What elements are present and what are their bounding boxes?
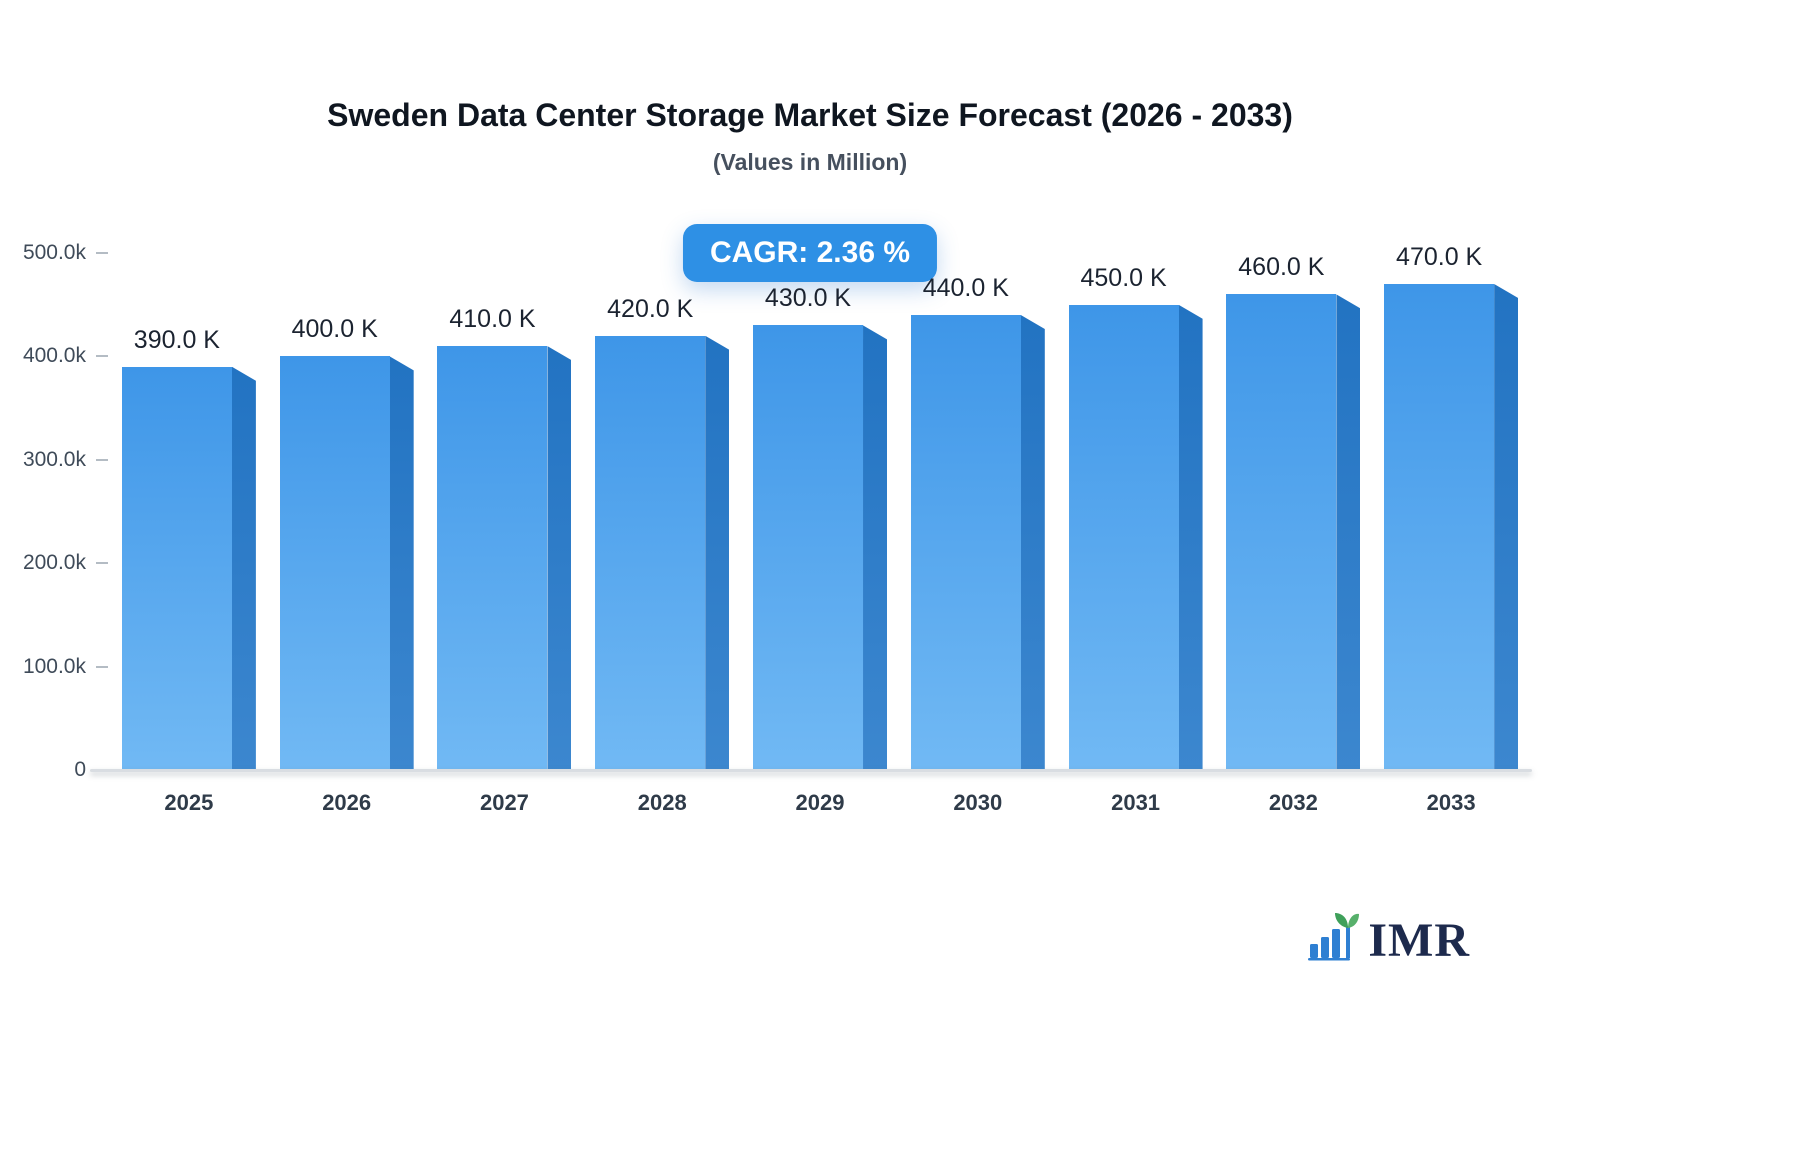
bar-slot: 410.0 K <box>426 253 584 770</box>
cagr-badge-label: CAGR: 2.36 % <box>709 236 911 269</box>
bar-chart-sprout-icon <box>1308 913 1360 961</box>
bar-slot: 420.0 K <box>583 253 741 770</box>
bar-2032[interactable]: 460.0 K <box>1226 253 1361 770</box>
bar-face <box>910 315 1021 770</box>
bar-2025[interactable]: 390.0 K <box>121 326 256 770</box>
y-tick-label: 300.0k <box>22 447 86 471</box>
bar-2029[interactable]: 430.0 K <box>753 284 888 770</box>
bar-value-label: 450.0 K <box>1080 263 1167 292</box>
bar-2027[interactable]: 410.0 K <box>437 305 572 770</box>
y-tick-label: 500.0k <box>22 241 86 264</box>
bar-value-label: 460.0 K <box>1238 253 1325 282</box>
bar-face <box>1226 294 1337 770</box>
bar-2028[interactable]: 420.0 K <box>595 295 730 770</box>
y-tick-mark <box>96 665 108 668</box>
bar-side <box>1178 304 1203 770</box>
imr-logo-text: IMR <box>1368 914 1470 968</box>
bar-2031[interactable]: 450.0 K <box>1068 264 1203 770</box>
x-axis-label: 2032 <box>1268 790 1318 815</box>
x-axis-label: 2026 <box>322 790 372 815</box>
bar-face <box>1384 284 1495 770</box>
y-tick: 100.0k <box>23 655 108 679</box>
bar-2026[interactable]: 400.0 K <box>279 315 414 770</box>
y-tick-mark <box>96 355 108 358</box>
bar-2030[interactable]: 440.0 K <box>910 274 1045 770</box>
y-tick-label: 0 <box>74 758 86 781</box>
bar-side <box>1020 315 1045 770</box>
y-tick: 300.0k <box>23 448 108 472</box>
y-tick: 200.0k <box>23 551 108 575</box>
bar-value-label: 390.0 K <box>133 325 220 354</box>
bar-side <box>1336 294 1361 770</box>
bar-slot: 400.0 K <box>268 253 426 770</box>
y-tick-mark <box>96 252 108 254</box>
bar-slot: 430.0 K <box>741 253 899 770</box>
x-axis-label: 2025 <box>164 790 214 815</box>
y-tick-mark <box>96 458 108 461</box>
bar-slot: 390.0 K <box>110 253 268 770</box>
y-tick-label: 400.0k <box>22 344 86 368</box>
y-tick-label: 100.0k <box>22 654 86 678</box>
bar-slot: 450.0 K <box>1057 253 1215 770</box>
cagr-badge: CAGR: 2.36 % <box>682 224 938 282</box>
bar-side <box>863 325 888 770</box>
bar-side <box>231 366 256 770</box>
bar-value-label: 430.0 K <box>764 284 852 313</box>
y-tick-label: 200.0k <box>22 551 86 575</box>
bar-slot: 460.0 K <box>1214 253 1372 770</box>
imr-logo: IMR <box>1308 910 1470 968</box>
bar-face <box>121 366 232 770</box>
bar-value-label: 440.0 K <box>922 274 1009 303</box>
chart-title: Sweden Data Center Storage Market Size F… <box>327 97 1293 133</box>
bar-value-label: 420.0 K <box>607 294 694 323</box>
bar-value-label: 470.0 K <box>1396 243 1483 272</box>
x-axis-labels: 2025 2026 2027 2028 2029 2030 2031 2032 2033 <box>110 790 1530 816</box>
y-tick-mark <box>96 562 108 565</box>
x-axis-label: 2033 <box>1426 790 1476 815</box>
bar-slot: 470.0 K <box>1372 243 1530 770</box>
y-tick: 400.0k <box>23 344 108 368</box>
x-axis-label: 2027 <box>479 790 529 815</box>
bar-value-label: 400.0 K <box>291 315 378 344</box>
y-axis: 500.0k 400.0k 300.0k 200.0k 100.0k 0 <box>0 241 110 781</box>
bar-side <box>389 356 414 770</box>
bars-container: 390.0 K 400.0 K 410.0 K 420.0 K 430.0 K 440.0… <box>110 243 1530 770</box>
x-axis-label: 2029 <box>795 790 845 815</box>
bar-side <box>705 335 730 770</box>
bar-side <box>1494 284 1519 770</box>
chart-subtitle: (Values in Million) <box>712 149 908 175</box>
x-axis-label: 2031 <box>1111 790 1161 815</box>
x-axis-line <box>90 769 1532 772</box>
x-axis-label: 2030 <box>953 790 1003 815</box>
y-tick: 500.0k <box>23 241 108 265</box>
bar-face <box>753 325 864 770</box>
bar-2033[interactable]: 470.0 K <box>1384 243 1519 770</box>
bar-face <box>279 356 390 770</box>
bar-side <box>547 346 572 770</box>
bar-face <box>437 346 548 770</box>
x-axis-label: 2028 <box>637 790 687 815</box>
plot-area: 390.0 K 400.0 K 410.0 K 420.0 K 430.0 K 440.0… <box>90 243 1532 772</box>
bar-face <box>1068 304 1179 770</box>
bar-value-label: 410.0 K <box>449 305 536 334</box>
bar-face <box>595 335 706 770</box>
bar-slot: 440.0 K <box>899 253 1057 770</box>
